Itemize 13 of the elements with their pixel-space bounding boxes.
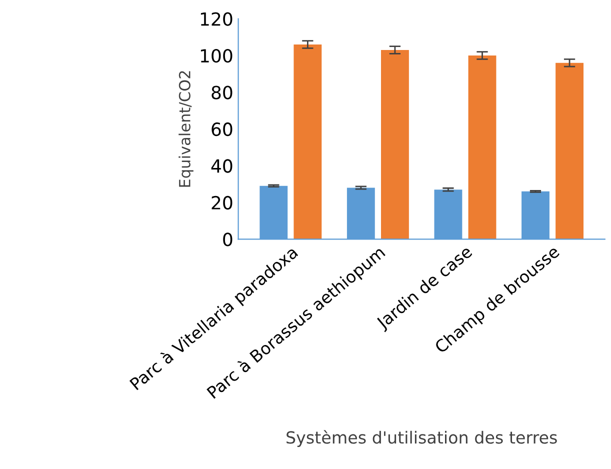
y-tick-label: 120 — [200, 12, 232, 26]
y-tick-label: 0 — [223, 232, 232, 246]
bar — [468, 56, 496, 240]
y-tick-label: 80 — [212, 86, 232, 100]
y-axis-title: Equivalent/CO2 — [178, 71, 194, 187]
y-tick-label: 60 — [212, 122, 232, 136]
y-tick-label: 40 — [211, 159, 232, 173]
x-axis-title: Systèmes d'utilisation des terres — [286, 430, 557, 447]
bar — [556, 62, 584, 240]
y-tick-label: 100 — [200, 48, 232, 63]
bar — [294, 44, 322, 240]
y-tick-label: 20 — [212, 196, 232, 210]
bar — [381, 50, 409, 240]
